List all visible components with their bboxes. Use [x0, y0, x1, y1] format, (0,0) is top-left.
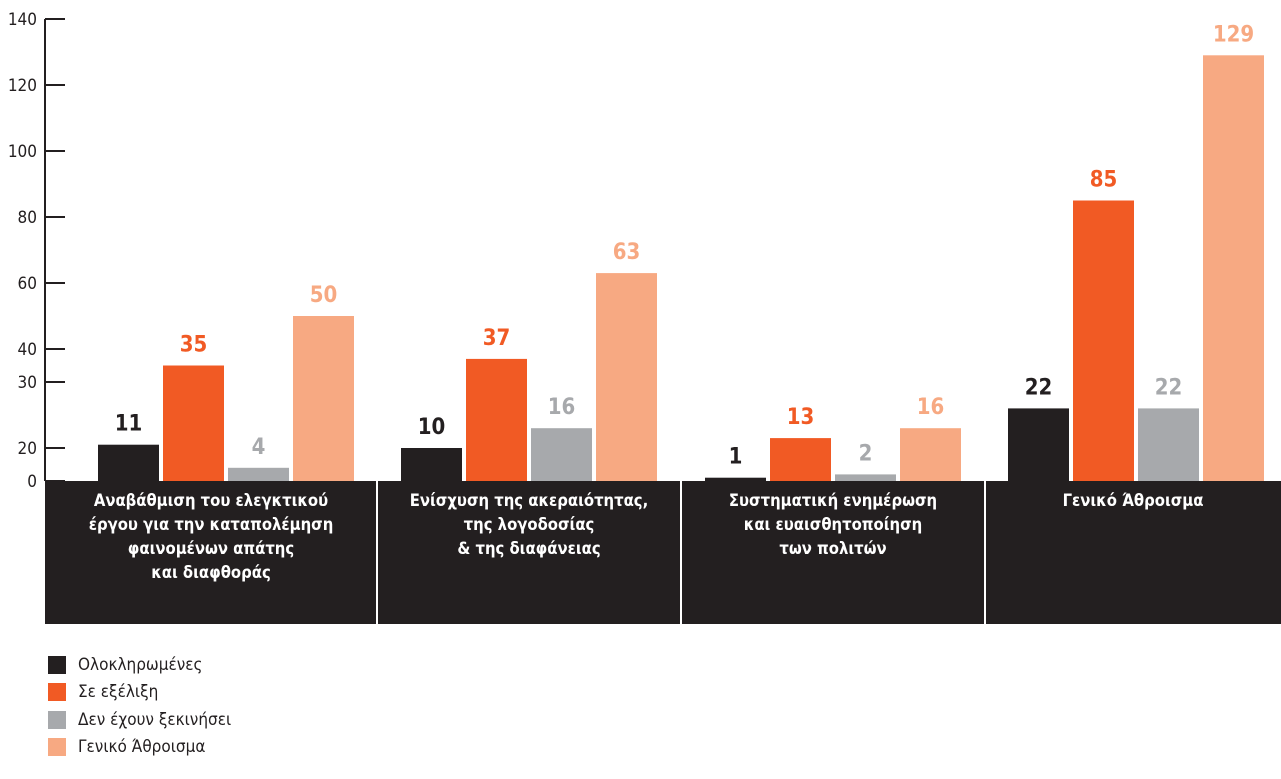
y-tick-label: 30	[18, 373, 37, 393]
legend-item: Σε εξέλιξη	[48, 679, 231, 707]
data-label: 22	[1155, 375, 1183, 400]
data-label: 37	[483, 326, 511, 351]
category-label: Γενικό Άθροισμα	[1063, 491, 1204, 510]
bar	[1138, 408, 1199, 481]
bar	[531, 428, 592, 481]
y-tick-label: 20	[18, 439, 37, 459]
data-label: 13	[787, 405, 815, 430]
bar-chart: 0 20 30 40 60 80 100 120 140 11 35 4 50 10 37 16 63 1 13 2…	[8, 10, 1281, 624]
legend-swatch	[48, 710, 66, 729]
bar	[401, 448, 462, 481]
bar	[596, 273, 657, 481]
category-label: Ενίσχυση της ακεραιότητας, της λογοδοσίας…	[410, 491, 648, 558]
bars	[98, 55, 1264, 482]
y-tick-label: 80	[18, 208, 37, 228]
bar	[1008, 408, 1069, 481]
category-labels: Αναβάθμιση του ελεγκτικού έργου για την κ…	[89, 491, 1204, 582]
bar	[98, 444, 159, 481]
bar	[900, 428, 961, 481]
category-label: Συστηματική ενημέρωση και ευαισθητοποίηση…	[729, 491, 937, 558]
bar	[163, 365, 224, 481]
legend-item: Γενικό Άθροισμα	[48, 734, 231, 762]
data-label: 16	[548, 395, 576, 420]
legend-swatch	[48, 738, 66, 757]
data-label: 63	[613, 240, 641, 265]
legend-item: Δεν έχουν ξεκινήσει	[48, 706, 231, 734]
legend: Ολοκληρωμένες Σε εξέλιξη Δεν έχουν ξεκινήσ…	[48, 651, 231, 761]
data-label: 129	[1213, 22, 1254, 47]
bar	[466, 358, 527, 481]
legend-item: Ολοκληρωμένες	[48, 651, 231, 679]
category-label: Αναβάθμιση του ελεγκτικού έργου για την κ…	[89, 491, 334, 582]
legend-swatch	[48, 655, 66, 674]
category-band	[45, 481, 1281, 624]
data-label: 85	[1090, 168, 1118, 193]
y-tick-label: 100	[8, 142, 37, 162]
data-label: 50	[310, 283, 338, 308]
data-label: 22	[1025, 375, 1053, 400]
legend-swatch	[48, 683, 66, 702]
bar	[1073, 200, 1134, 481]
y-axis: 0 20 30 40 60 80 100 120 140	[8, 10, 65, 492]
y-tick-label: 140	[8, 10, 37, 30]
bar	[228, 467, 289, 481]
legend-label: Ολοκληρωμένες	[78, 654, 203, 675]
data-label: 35	[180, 333, 208, 358]
data-label: 1	[729, 445, 743, 470]
data-label: 2	[859, 441, 873, 466]
data-label: 10	[418, 415, 446, 440]
value-labels: 11 35 4 50 10 37 16 63 1 13 2 16 22 85 22 129	[115, 22, 1254, 469]
legend-label: Δεν έχουν ξεκινήσει	[78, 709, 232, 730]
y-tick-label: 60	[18, 274, 37, 294]
data-label: 4	[252, 435, 266, 460]
y-tick-label: 120	[8, 76, 37, 96]
bar	[1203, 55, 1264, 482]
bar	[705, 477, 766, 481]
legend-label: Σε εξέλιξη	[78, 682, 159, 703]
data-label: 11	[115, 412, 143, 437]
bar	[293, 316, 354, 481]
bar	[770, 438, 831, 481]
legend-label: Γενικό Άθροισμα	[78, 737, 206, 758]
category-band-background	[45, 481, 1281, 624]
bar	[835, 474, 896, 481]
y-tick-label: 40	[18, 340, 37, 360]
y-tick-label: 0	[27, 472, 37, 492]
data-label: 16	[917, 395, 945, 420]
